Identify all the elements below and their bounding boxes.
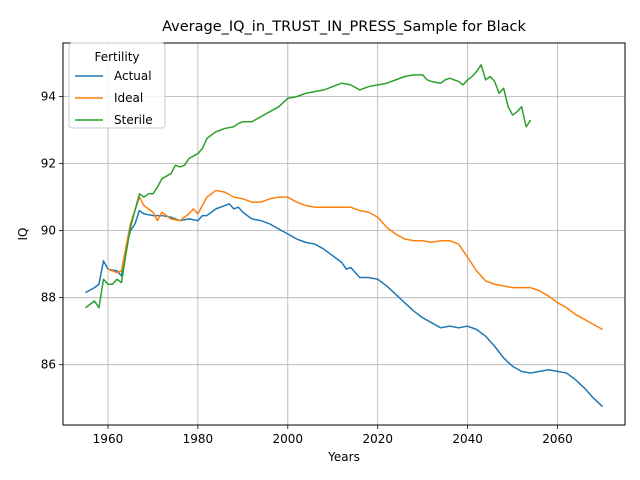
legend-box [68, 42, 166, 129]
x-tick-label: 1960 [93, 432, 124, 446]
y-tick-label: 90 [41, 224, 56, 238]
x-axis-title: Years [327, 450, 360, 464]
series-line-ideal [107, 189, 603, 331]
x-tick-label: 2020 [362, 432, 393, 446]
x-tick-label: 1980 [183, 432, 214, 446]
legend-label-actual: Actual [114, 69, 152, 83]
legend-title: Fertility [94, 50, 139, 64]
legend: Fertility Actual Ideal Sterile [68, 42, 166, 129]
x-axis: 1960 1980 2000 2020 2040 2060 [93, 425, 573, 446]
y-tick-label: 88 [41, 291, 56, 305]
x-tick-label: 2000 [273, 432, 304, 446]
y-axis: 86 88 90 92 94 [41, 90, 63, 372]
y-axis-title: IQ [16, 228, 30, 241]
y-tick-label: 92 [41, 157, 56, 171]
series-lines [85, 64, 604, 408]
legend-label-ideal: Ideal [114, 91, 143, 105]
legend-label-sterile: Sterile [114, 113, 153, 127]
x-tick-label: 2040 [452, 432, 483, 446]
plot-frame [62, 42, 626, 426]
y-tick-label: 86 [41, 358, 56, 372]
series-line-sterile [85, 64, 532, 309]
y-tick-label: 94 [41, 90, 56, 104]
chart-title: Average_IQ_in_TRUST_IN_PRESS_Sample for … [162, 19, 526, 35]
x-tick-label: 2060 [542, 432, 573, 446]
series-line-actual [85, 203, 604, 408]
